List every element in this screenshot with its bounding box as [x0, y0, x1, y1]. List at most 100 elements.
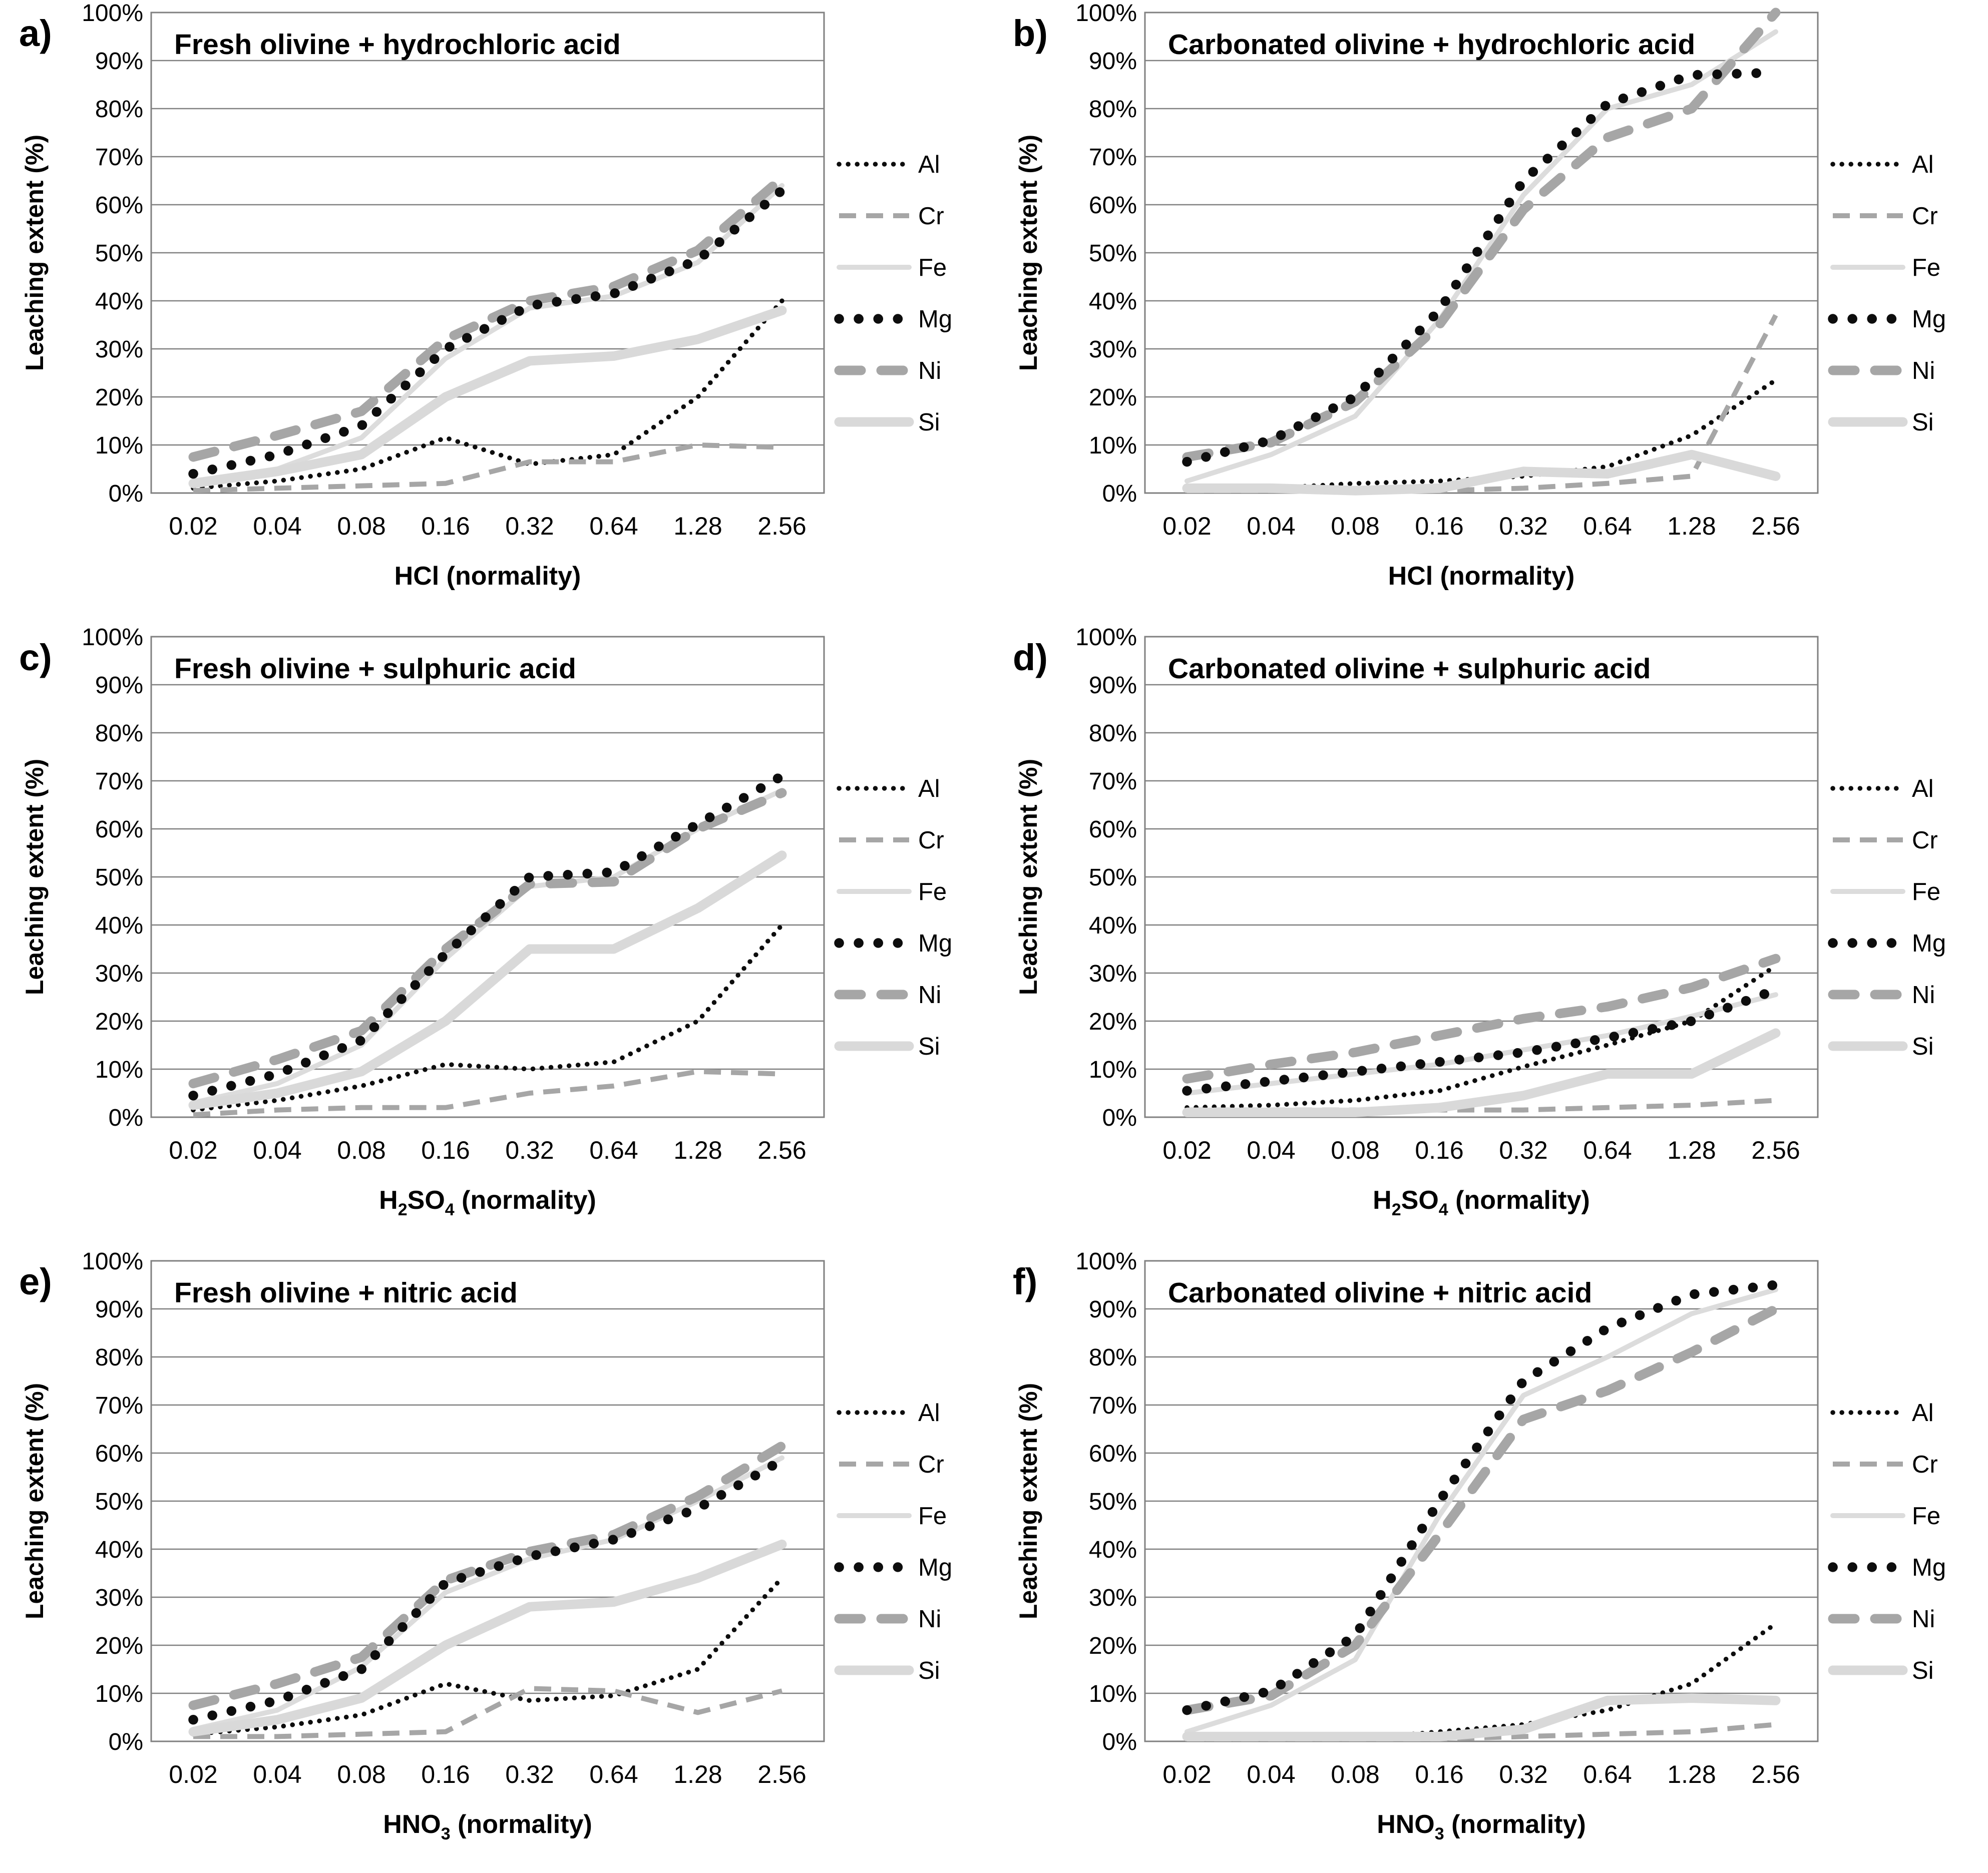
chart-title: Carbonated olivine + hydrochloric acid — [1168, 29, 1695, 61]
x-axis-title: HNO3 (normality) — [1377, 1810, 1586, 1843]
plot-frame — [1144, 636, 1819, 1118]
x-tick-label: 0.64 — [1583, 1760, 1632, 1788]
x-tick-label: 0.04 — [1247, 512, 1295, 540]
series-line-Ni — [1182, 8, 1781, 462]
y-tick-label: 90% — [95, 1296, 143, 1323]
x-tick-label: 0.32 — [505, 1760, 554, 1788]
legend-label-Ni: Ni — [918, 1606, 941, 1633]
series-line-Mg — [1182, 68, 1781, 467]
y-tick-label: 20% — [95, 1633, 143, 1659]
x-tick-label: 0.08 — [337, 1136, 385, 1164]
legend-label-Fe: Fe — [1912, 254, 1940, 281]
legend-label-Al: Al — [1912, 1399, 1934, 1427]
panel-letter: b) — [1013, 13, 1048, 54]
y-tick-label: 40% — [95, 1537, 143, 1563]
y-tick-label: 20% — [95, 1009, 143, 1035]
y-tick-label: 30% — [1089, 336, 1137, 363]
plot-frame — [150, 1260, 825, 1742]
series-line-Si — [188, 1539, 787, 1737]
x-tick-label: 2.56 — [1751, 1760, 1800, 1788]
x-tick-label: 0.08 — [1331, 1136, 1379, 1164]
y-tick-labels: 0% 10% 20% 30% 40% 50% 60% 70% 80% 90% 100% — [82, 624, 143, 1131]
x-tick-labels: 0.02 0.04 0.08 0.16 0.32 0.64 1.28 2.56 — [169, 512, 806, 540]
x-tick-label: 1.28 — [1667, 1760, 1716, 1788]
x-tick-label: 0.08 — [1331, 1760, 1379, 1788]
y-tick-label: 80% — [1089, 1344, 1137, 1371]
x-tick-label: 0.32 — [505, 512, 554, 540]
legend-label-Si: Si — [918, 1657, 940, 1684]
y-tick-label: 50% — [1089, 864, 1137, 891]
x-tick-label: 1.28 — [1667, 512, 1716, 540]
y-tick-label: 40% — [95, 912, 143, 939]
chart-title: Fresh olivine + nitric acid — [174, 1277, 518, 1309]
chart-title: Carbonated olivine + nitric acid — [1168, 1277, 1592, 1309]
x-axis-title: H2SO4 (normality) — [379, 1186, 596, 1219]
y-tick-label: 50% — [1089, 240, 1137, 267]
series-line-Al — [191, 298, 784, 491]
x-tick-label: 0.16 — [421, 1136, 470, 1164]
x-tick-labels: 0.02 0.04 0.08 0.16 0.32 0.64 1.28 2.56 — [1162, 1760, 1800, 1788]
panel-b: b) Carbonated olivine + hydrochloric acid… — [994, 0, 1988, 624]
x-tick-label: 2.56 — [757, 1760, 806, 1788]
legend-label-Al: Al — [1912, 775, 1934, 802]
series-line-Mg — [1182, 985, 1781, 1096]
chart-b: b) Carbonated olivine + hydrochloric acid… — [1013, 0, 1946, 591]
legend-label-Fe: Fe — [918, 878, 947, 905]
x-tick-label: 2.56 — [1751, 1136, 1800, 1164]
y-axis-title: Leaching extent (%) — [21, 1383, 49, 1619]
y-tick-label: 40% — [1089, 1537, 1137, 1563]
series-line-Ni — [1182, 954, 1781, 1084]
series-line-Si — [188, 850, 787, 1110]
series-line-Cr — [193, 1686, 783, 1739]
legend: Al Cr Fe Mg Ni Si — [1828, 1399, 1946, 1684]
panel-letter: e) — [19, 1261, 52, 1302]
x-tick-label: 0.32 — [1499, 1136, 1547, 1164]
plot-frame — [1144, 1260, 1819, 1742]
series-line-Al — [191, 922, 784, 1113]
x-tick-label: 0.08 — [1331, 512, 1379, 540]
legend: Al Cr Fe Mg Ni Si — [1828, 151, 1946, 436]
x-tick-label: 0.04 — [253, 1760, 301, 1788]
x-tick-label: 0.08 — [337, 512, 385, 540]
x-tick-labels: 0.02 0.04 0.08 0.16 0.32 0.64 1.28 2.56 — [1162, 1136, 1800, 1164]
x-tick-label: 0.64 — [589, 512, 638, 540]
y-tick-label: 50% — [95, 240, 143, 267]
series-line-Cr — [193, 442, 782, 494]
legend-label-Si: Si — [918, 1033, 940, 1060]
x-axis-title: HCl (normality) — [1388, 562, 1575, 591]
legend-label-Ni: Ni — [918, 982, 941, 1009]
y-tick-label: 40% — [1089, 912, 1137, 939]
legend-label-Ni: Ni — [1912, 982, 1935, 1009]
x-tick-label: 1.28 — [673, 1760, 722, 1788]
legend-label-Cr: Cr — [918, 1451, 944, 1478]
panel-a: a) Fresh olivine + hydrochloric acid Leach… — [0, 0, 994, 624]
x-axis-title: H2SO4 (normality) — [1373, 1186, 1590, 1219]
panel-e: e) Fresh olivine + nitric acid Leaching ex… — [0, 1248, 994, 1872]
series-line-Mg — [188, 185, 787, 479]
y-tick-label: 80% — [95, 96, 143, 123]
x-tick-label: 0.16 — [421, 1760, 470, 1788]
panel-c: c) Fresh olivine + sulphuric acid Leaching… — [0, 624, 994, 1248]
x-tick-label: 0.04 — [253, 512, 301, 540]
x-tick-label: 2.56 — [757, 1136, 806, 1164]
y-tick-label: 60% — [1089, 816, 1137, 843]
chart-c: c) Fresh olivine + sulphuric acid Leaching… — [19, 624, 952, 1219]
plot-frame — [150, 636, 825, 1118]
y-tick-label: 20% — [1089, 384, 1137, 411]
y-tick-label: 70% — [95, 768, 143, 795]
y-tick-labels: 0% 10% 20% 30% 40% 50% 60% 70% 80% 90% 100% — [1075, 1248, 1137, 1755]
legend-label-Mg: Mg — [918, 1554, 952, 1581]
y-tick-label: 20% — [1089, 1633, 1137, 1659]
series-line-Ni — [1182, 1304, 1781, 1715]
gridlines — [1145, 60, 1818, 446]
x-tick-label: 0.32 — [1499, 1760, 1547, 1788]
y-tick-label: 70% — [1089, 144, 1137, 171]
series-line-Si — [1182, 1028, 1781, 1117]
plot-frame — [150, 12, 825, 494]
y-tick-label: 80% — [95, 1344, 143, 1371]
legend-label-Fe: Fe — [1912, 878, 1940, 905]
y-tick-label: 0% — [1102, 1729, 1137, 1755]
y-tick-label: 100% — [82, 1248, 143, 1275]
chart-title: Fresh olivine + hydrochloric acid — [174, 29, 621, 61]
